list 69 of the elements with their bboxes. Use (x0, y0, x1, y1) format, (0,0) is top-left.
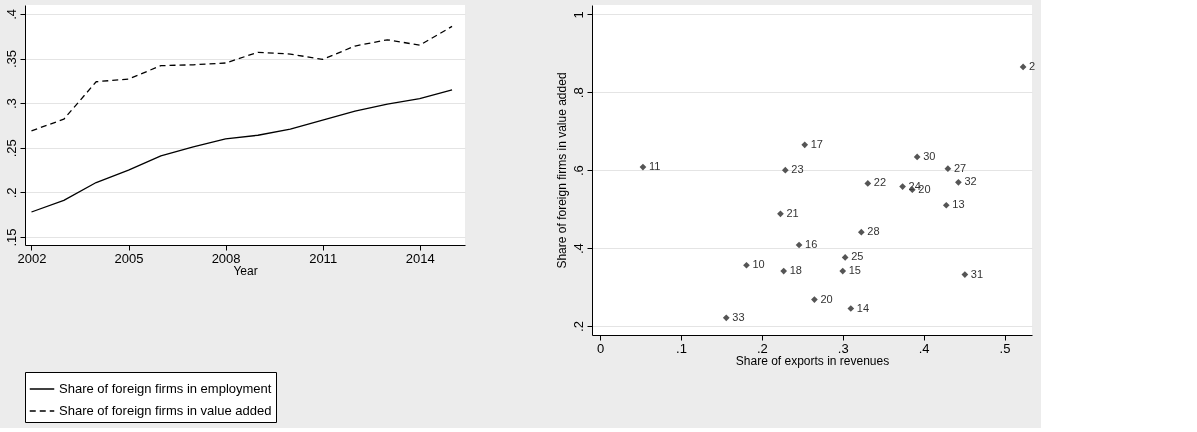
point (944, 165, 952, 172)
x-tick-label: 2002 (17, 250, 47, 266)
text: 23 (791, 163, 804, 176)
x-axis-title: Year (233, 263, 258, 278)
text: 21 (786, 206, 799, 219)
point (1019, 63, 1027, 71)
legend-label: Share of foreign firms in value added (59, 403, 272, 418)
y-tick-label: .35 (3, 49, 19, 69)
point (780, 267, 788, 275)
point (961, 271, 969, 278)
x-tick-label: 2011 (309, 250, 338, 266)
x-tick-label: .5 (999, 340, 1011, 356)
point (847, 305, 855, 312)
y-tick-label: .2 (570, 321, 586, 332)
legend-label: Share of foreign firms in employment (59, 381, 272, 396)
x-tick-label: .2 (756, 340, 768, 356)
point (955, 178, 962, 186)
x-axis-title: Share of exports in revenues (735, 353, 890, 368)
text: 18 (789, 264, 802, 277)
y-tick-label: .6 (570, 165, 586, 177)
text: 28 (867, 225, 880, 238)
point (722, 314, 730, 322)
text: 14 (856, 301, 870, 314)
text: 16 (805, 238, 818, 250)
y-axis-title: Share of foreign firms in value added (554, 72, 569, 269)
text: 11 (648, 160, 661, 173)
text: 2 (1029, 59, 1036, 72)
x-tick-label: .3 (837, 340, 849, 356)
x-tick-label: 2008 (211, 250, 241, 266)
text: 20 (820, 292, 833, 305)
point (777, 210, 784, 218)
point (639, 163, 647, 171)
x-tick-label: 2005 (114, 250, 144, 266)
point (942, 201, 950, 209)
text: 13 (952, 198, 965, 211)
point (781, 166, 789, 174)
point (743, 261, 750, 269)
text: 17 (810, 137, 823, 150)
point (899, 183, 906, 190)
x-tick-label: .4 (918, 340, 930, 356)
point (864, 180, 872, 187)
y-tick-label: .15 (3, 228, 19, 247)
y-tick-label: .25 (3, 139, 19, 158)
y-tick-label: 1 (570, 11, 586, 19)
point (801, 141, 809, 149)
text: 32 (964, 175, 977, 188)
x-tick-label: .1 (676, 340, 687, 356)
text: 22 (873, 176, 887, 189)
text: 31 (970, 267, 984, 280)
y-tick-label: .2 (3, 187, 19, 199)
text: 33 (732, 310, 745, 323)
point (857, 228, 865, 236)
text: 27 (953, 161, 967, 174)
line-series (30, 89, 453, 213)
point (839, 267, 847, 275)
point (795, 241, 803, 249)
x-tick-label: 2014 (405, 250, 435, 266)
text: 15 (848, 264, 861, 277)
point (841, 254, 849, 261)
y-tick-label: .8 (570, 87, 586, 99)
y-tick-label: .4 (3, 9, 19, 20)
point (913, 153, 921, 161)
text: 25 (851, 250, 864, 263)
point (811, 296, 818, 303)
text: 10 (752, 258, 765, 271)
y-tick-label: .3 (3, 98, 19, 110)
line-series (30, 25, 453, 132)
text: 30 (923, 149, 936, 162)
x-tick-label: 0 (596, 340, 605, 356)
